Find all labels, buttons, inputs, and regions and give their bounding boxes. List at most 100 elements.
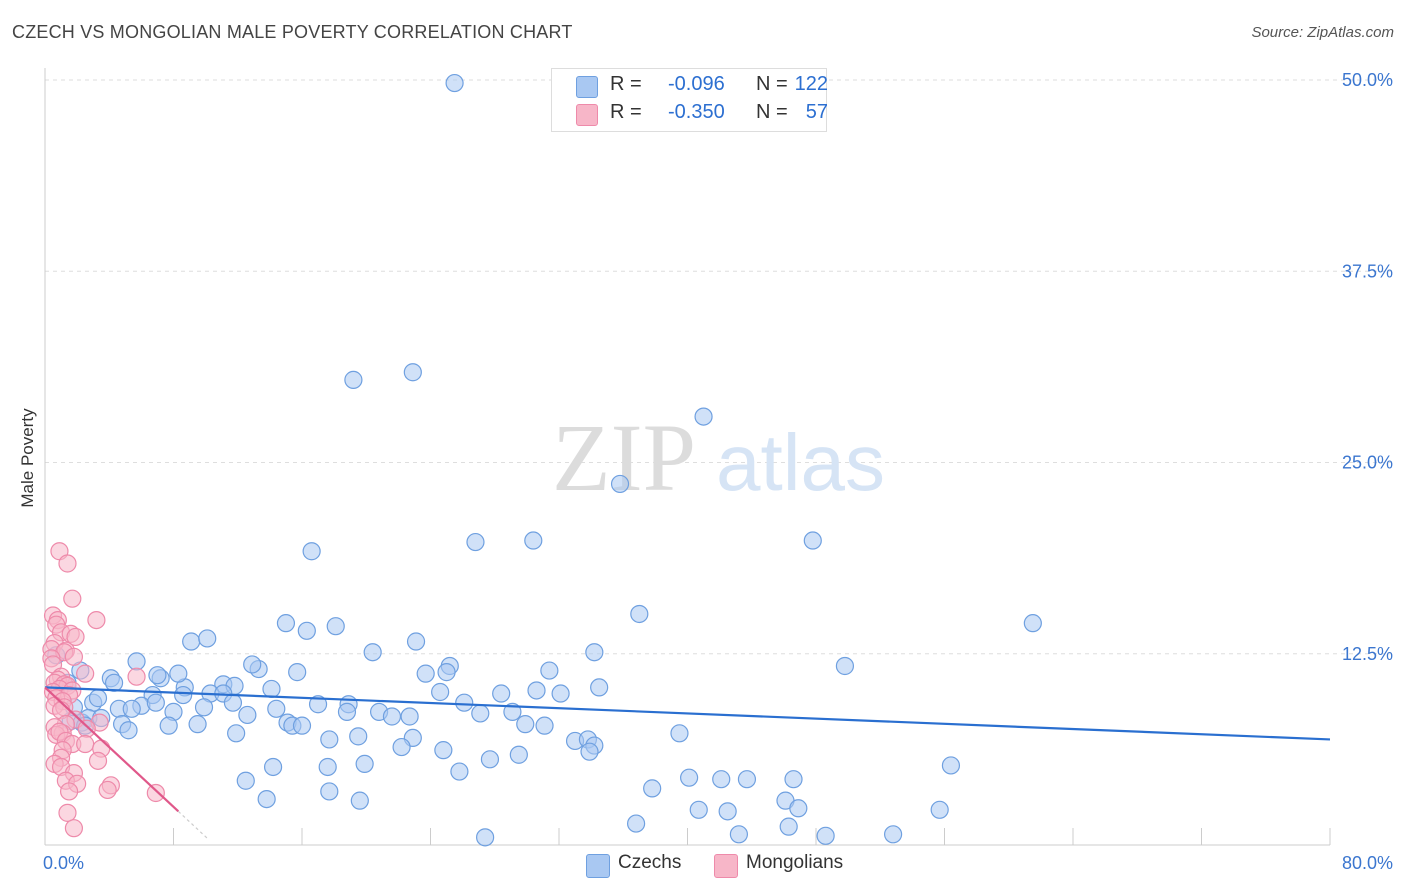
- point-czechs[interactable]: [326, 617, 345, 636]
- point-czechs[interactable]: [466, 532, 485, 552]
- point-mongolians[interactable]: [87, 610, 106, 630]
- point-czechs[interactable]: [363, 643, 382, 662]
- point-czechs[interactable]: [392, 737, 411, 757]
- point-mongolians[interactable]: [76, 664, 95, 683]
- point-czechs[interactable]: [492, 684, 511, 703]
- point-czechs[interactable]: [527, 681, 546, 700]
- point-mongolians[interactable]: [76, 734, 95, 754]
- point-czechs[interactable]: [610, 474, 630, 494]
- point-czechs[interactable]: [437, 663, 456, 682]
- point-czechs[interactable]: [320, 730, 339, 749]
- point-czechs[interactable]: [643, 779, 662, 798]
- point-mongolians[interactable]: [64, 819, 84, 838]
- point-mongolians[interactable]: [66, 627, 85, 647]
- point-czechs[interactable]: [198, 629, 217, 648]
- point-mongolians[interactable]: [98, 780, 117, 800]
- point-czechs[interactable]: [590, 678, 609, 697]
- point-czechs[interactable]: [349, 727, 368, 746]
- point-czechs[interactable]: [694, 407, 713, 426]
- point-czechs[interactable]: [718, 802, 737, 821]
- point-czechs[interactable]: [540, 661, 559, 680]
- point-czechs[interactable]: [159, 716, 178, 735]
- point-czechs[interactable]: [262, 679, 281, 699]
- point-czechs[interactable]: [104, 673, 124, 692]
- point-czechs[interactable]: [223, 693, 243, 712]
- point-czechs[interactable]: [835, 656, 855, 676]
- point-mongolians[interactable]: [58, 803, 77, 822]
- point-czechs[interactable]: [169, 664, 188, 683]
- point-czechs[interactable]: [1023, 614, 1042, 633]
- point-czechs[interactable]: [320, 782, 339, 801]
- point-czechs[interactable]: [350, 791, 369, 810]
- point-czechs[interactable]: [789, 799, 808, 818]
- point-czechs[interactable]: [729, 825, 749, 844]
- point-czechs[interactable]: [580, 742, 599, 761]
- point-czechs[interactable]: [455, 693, 474, 712]
- point-czechs[interactable]: [416, 664, 435, 683]
- point-czechs[interactable]: [737, 770, 757, 789]
- point-czechs[interactable]: [288, 663, 307, 682]
- point-czechs[interactable]: [127, 652, 146, 671]
- point-czechs[interactable]: [883, 825, 903, 844]
- point-czechs[interactable]: [148, 666, 167, 685]
- point-mongolians[interactable]: [77, 719, 96, 738]
- point-mongolians[interactable]: [59, 782, 79, 801]
- point-czechs[interactable]: [524, 531, 543, 550]
- point-czechs[interactable]: [784, 770, 803, 789]
- point-mongolians[interactable]: [64, 647, 84, 666]
- point-mongolians[interactable]: [127, 667, 146, 686]
- point-czechs[interactable]: [626, 814, 646, 833]
- point-czechs[interactable]: [227, 724, 246, 743]
- point-czechs[interactable]: [88, 689, 108, 708]
- point-czechs[interactable]: [344, 370, 363, 389]
- point-czechs[interactable]: [174, 685, 193, 705]
- point-czechs[interactable]: [689, 800, 708, 819]
- point-czechs[interactable]: [182, 632, 201, 651]
- point-czechs[interactable]: [450, 762, 469, 781]
- point-czechs[interactable]: [238, 705, 257, 725]
- point-czechs[interactable]: [276, 614, 296, 633]
- point-czechs[interactable]: [194, 698, 214, 717]
- point-czechs[interactable]: [434, 741, 453, 760]
- point-czechs[interactable]: [263, 757, 283, 777]
- point-mongolians[interactable]: [88, 751, 108, 770]
- point-czechs[interactable]: [267, 699, 286, 718]
- point-czechs[interactable]: [535, 716, 554, 735]
- point-mongolians[interactable]: [146, 783, 165, 803]
- point-czechs[interactable]: [146, 693, 165, 712]
- point-mongolians[interactable]: [63, 589, 82, 608]
- point-czechs[interactable]: [257, 789, 276, 809]
- point-czechs[interactable]: [403, 363, 422, 382]
- point-czechs[interactable]: [188, 715, 207, 734]
- point-czechs[interactable]: [680, 768, 699, 787]
- point-czechs[interactable]: [308, 695, 328, 714]
- point-czechs[interactable]: [516, 715, 535, 734]
- point-czechs[interactable]: [243, 655, 262, 674]
- point-czechs[interactable]: [318, 757, 337, 777]
- point-czechs[interactable]: [630, 604, 649, 624]
- point-czechs[interactable]: [585, 643, 604, 662]
- point-czechs[interactable]: [476, 828, 495, 847]
- point-czechs[interactable]: [400, 707, 419, 726]
- point-czechs[interactable]: [119, 721, 138, 740]
- point-czechs[interactable]: [431, 682, 450, 702]
- point-czechs[interactable]: [236, 771, 255, 790]
- point-czechs[interactable]: [803, 531, 822, 550]
- point-czechs[interactable]: [480, 750, 500, 769]
- point-czechs[interactable]: [551, 684, 570, 703]
- point-czechs[interactable]: [445, 73, 464, 93]
- point-czechs[interactable]: [122, 699, 141, 718]
- point-czechs[interactable]: [930, 800, 949, 819]
- point-czechs[interactable]: [941, 756, 961, 775]
- point-czechs[interactable]: [406, 632, 426, 651]
- point-czechs[interactable]: [337, 702, 357, 721]
- point-czechs[interactable]: [355, 754, 374, 774]
- point-czechs[interactable]: [503, 702, 522, 721]
- point-czechs[interactable]: [292, 716, 312, 735]
- point-czechs[interactable]: [509, 745, 528, 764]
- point-czechs[interactable]: [471, 704, 490, 723]
- point-czechs[interactable]: [302, 542, 321, 561]
- point-czechs[interactable]: [816, 826, 835, 845]
- point-czechs[interactable]: [382, 707, 402, 726]
- point-czechs[interactable]: [712, 770, 731, 789]
